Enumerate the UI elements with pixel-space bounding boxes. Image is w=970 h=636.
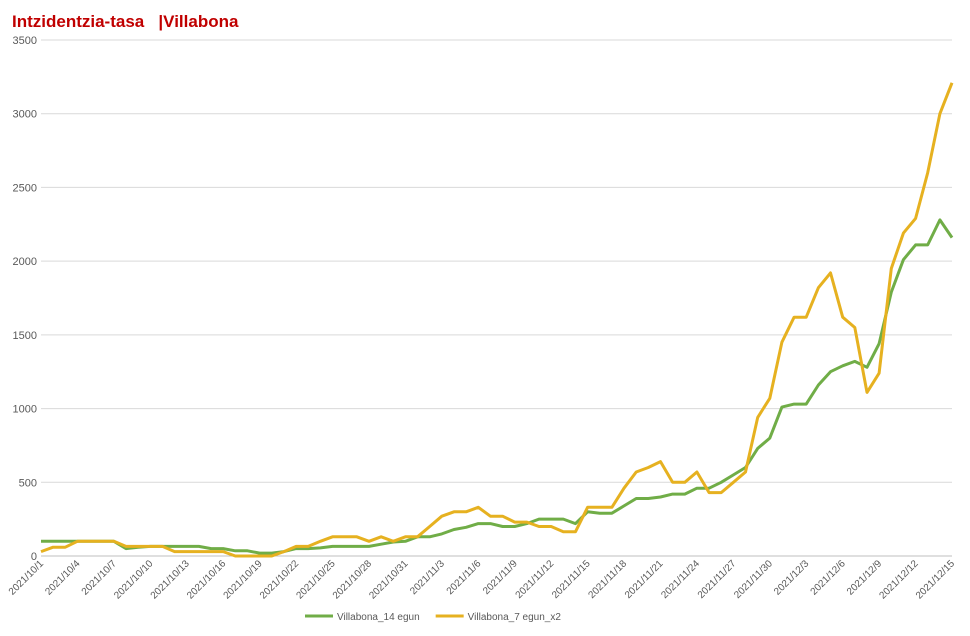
y-tick-label: 0	[31, 551, 37, 563]
legend-label: Villabona_7 egun_x2	[468, 612, 562, 623]
line-series	[41, 218, 954, 555]
chart-title: Intzidentzia-tasa |Villabona	[12, 12, 239, 31]
y-tick-label: 3000	[13, 109, 37, 121]
x-tick-label: 2021/11/3	[408, 558, 447, 597]
y-tick-label: 1500	[13, 330, 37, 342]
x-tick-label: 2021/12/3	[772, 558, 812, 598]
y-tick-label: 3500	[13, 35, 37, 47]
legend-label: Villabona_14 egun	[337, 612, 420, 623]
x-tick-label: 2021/12/6	[809, 558, 849, 598]
y-tick-label: 500	[19, 477, 37, 489]
x-tick-label: 2021/12/15	[914, 558, 957, 601]
x-tick-label: 2021/10/4	[43, 558, 83, 598]
y-tick-label: 2000	[13, 256, 37, 268]
x-tick-label: 2021/11/30	[732, 558, 775, 601]
x-tick-label: 2021/10/1	[7, 558, 47, 598]
x-tick-label: 2021/11/6	[445, 558, 484, 597]
line-series	[40, 82, 954, 558]
y-tick-label: 1000	[13, 404, 37, 416]
y-tick-label: 2500	[13, 182, 37, 194]
x-tick-label: 2021/10/31	[367, 558, 410, 601]
